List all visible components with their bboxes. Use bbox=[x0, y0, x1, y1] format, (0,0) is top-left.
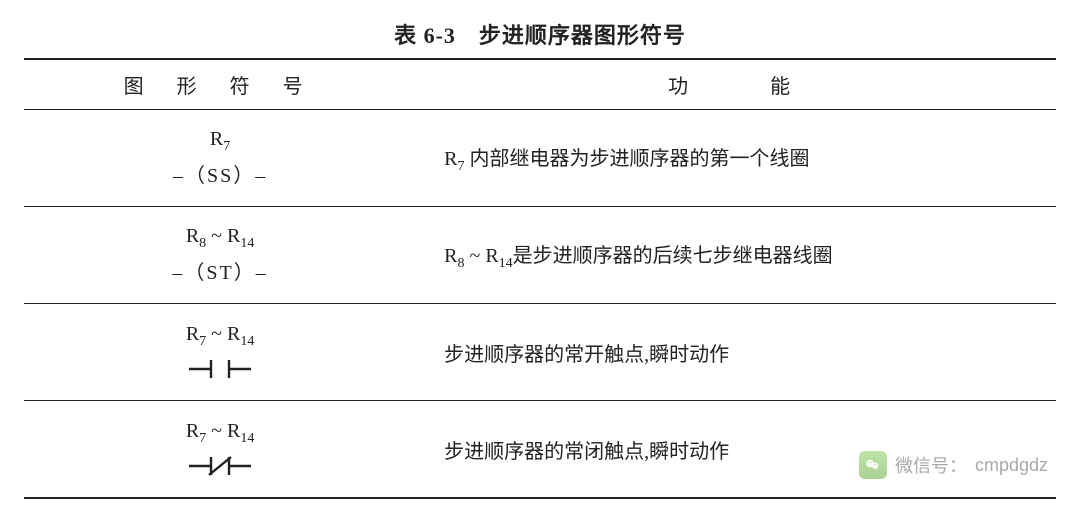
header-function: 功 能 bbox=[416, 59, 1056, 110]
coil-symbol: –（ST）– bbox=[172, 256, 267, 285]
function-cell: 步进顺序器的常闭触点,瞬时动作 bbox=[416, 401, 1056, 499]
contact-closed-icon bbox=[185, 451, 255, 479]
coil-symbol: –（SS）– bbox=[173, 159, 267, 188]
watermark: 微信号： cmpdgdz bbox=[859, 451, 1048, 479]
function-cell: R8 ~ R14是步进顺序器的后续七步继电器线圈 bbox=[416, 207, 1056, 304]
function-cell: R7 内部继电器为步进顺序器的第一个线圈 bbox=[416, 110, 1056, 207]
symbol-label: R7 ~ R14 bbox=[186, 420, 255, 447]
watermark-id: cmpdgdz bbox=[975, 455, 1048, 476]
table-caption: 表 6-3 步进顺序器图形符号 bbox=[24, 18, 1056, 50]
table-row: R7 ~ R14 步进顺序器的常闭触点,瞬时动作 bbox=[24, 401, 1056, 499]
symbol-label: R8 ~ R14 bbox=[186, 225, 255, 252]
function-cell: 步进顺序器的常开触点,瞬时动作 bbox=[416, 304, 1056, 401]
wechat-icon bbox=[859, 451, 887, 479]
symbol-table: 图 形 符 号 功 能 R7–（SS）–R7 内部继电器为步进顺序器的第一个线圈… bbox=[24, 58, 1056, 499]
symbol-label: R7 bbox=[210, 128, 230, 155]
symbol-cell: R7 ~ R14 bbox=[24, 401, 416, 499]
symbol-label: R7 ~ R14 bbox=[186, 323, 255, 350]
watermark-prefix: 微信号： bbox=[895, 452, 967, 478]
contact-open-icon bbox=[185, 354, 255, 382]
